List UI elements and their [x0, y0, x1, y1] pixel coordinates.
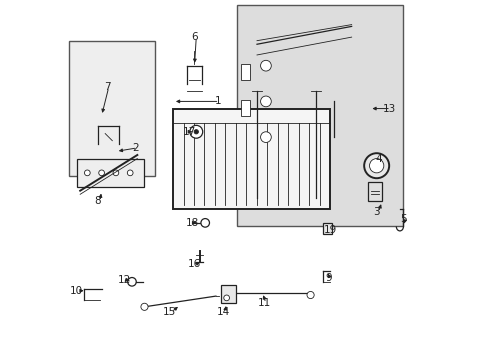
Circle shape	[99, 170, 104, 176]
Text: 6: 6	[191, 32, 198, 42]
Circle shape	[127, 170, 133, 176]
Text: 7: 7	[103, 82, 110, 92]
Bar	[367, 182, 381, 202]
Text: 8: 8	[95, 197, 101, 206]
FancyBboxPatch shape	[69, 41, 155, 176]
Text: 16: 16	[187, 259, 201, 269]
Text: 1: 1	[214, 96, 221, 107]
Circle shape	[84, 170, 90, 176]
Circle shape	[201, 219, 209, 227]
Bar	[221, 285, 235, 303]
FancyBboxPatch shape	[237, 5, 403, 226]
Text: 11: 11	[257, 298, 270, 308]
Circle shape	[127, 278, 136, 286]
Bar	[241, 100, 249, 116]
Circle shape	[141, 303, 148, 310]
Text: 18: 18	[186, 218, 199, 228]
Circle shape	[260, 132, 271, 143]
Circle shape	[113, 170, 119, 176]
Circle shape	[189, 125, 203, 138]
Text: 5: 5	[399, 214, 406, 224]
Bar	[241, 64, 249, 80]
Text: 13: 13	[382, 104, 395, 113]
Polygon shape	[77, 158, 144, 187]
Circle shape	[194, 130, 198, 134]
Circle shape	[260, 60, 271, 71]
Text: 9: 9	[325, 273, 331, 283]
Text: 12: 12	[118, 275, 131, 285]
Text: 3: 3	[373, 207, 379, 217]
Circle shape	[306, 292, 313, 298]
Bar	[323, 223, 331, 234]
Text: 2: 2	[132, 143, 139, 153]
Circle shape	[364, 153, 388, 178]
Text: 10: 10	[70, 286, 83, 296]
Circle shape	[224, 295, 229, 301]
Text: 17: 17	[182, 127, 195, 137]
Text: 14: 14	[216, 307, 229, 317]
Circle shape	[260, 96, 271, 107]
Text: 4: 4	[374, 154, 381, 163]
Bar	[173, 109, 329, 208]
Text: 15: 15	[163, 307, 176, 317]
Text: 19: 19	[323, 225, 336, 235]
Circle shape	[369, 158, 383, 173]
